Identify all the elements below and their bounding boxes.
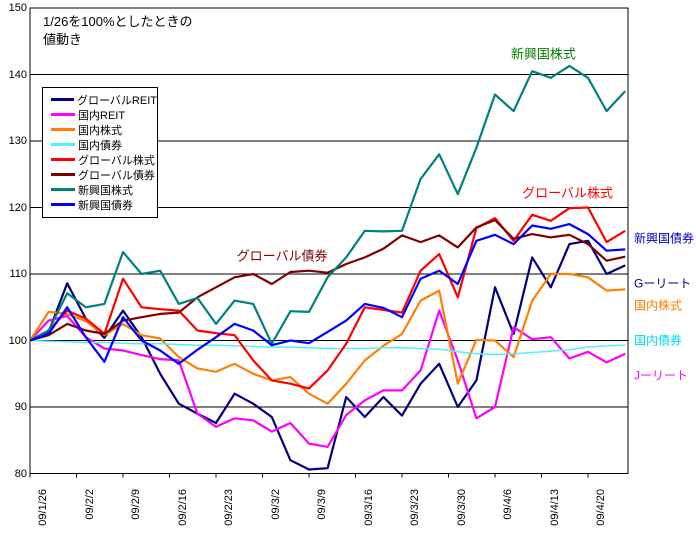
legend-item-国内株式: 国内株式: [51, 122, 157, 137]
legend-item-label: 国内株式: [78, 124, 122, 137]
series-line-グローバル株式: [29, 206, 626, 390]
legend-item-label: グローバル債券: [78, 169, 155, 182]
annotation-グローバル株式: グローバル株式: [522, 185, 613, 201]
series-line-国内債券: [29, 339, 626, 356]
x-tick-label-09/2/16: 09/2/16: [176, 489, 189, 526]
legend-item-新興国株式: 新興国株式: [51, 182, 157, 197]
right-label-国内株式: 国内株式: [634, 298, 683, 313]
legend-line-swatch: [51, 113, 75, 116]
x-tick-label-09/4/20: 09/4/20: [595, 489, 607, 526]
plot-border: [29, 7, 629, 474]
x-tick-label-09/3/2: 09/3/2: [269, 489, 282, 520]
x-tick-label-09/2/2: 09/2/2: [83, 489, 96, 520]
right-label-Jーリート: Jーリート: [634, 368, 689, 383]
legend-item-label: グローバル株式: [78, 154, 155, 167]
legend-item-国内債券: 国内債券: [51, 137, 157, 152]
legend-line-swatch: [51, 158, 75, 161]
y-tick-label-120: 120: [8, 201, 27, 214]
y-tick-label-90: 90: [14, 401, 27, 413]
legend-line-swatch: [51, 173, 75, 176]
series-line-国内REIT: [29, 309, 626, 448]
y-tick-label-100: 100: [8, 334, 27, 347]
legend-item-label: グローバルREIT: [77, 94, 157, 107]
right-label-Gーリート: Gーリート: [634, 276, 692, 291]
legend-item-国内REIT: 国内REIT: [51, 107, 157, 122]
legend-item-新興国債券: 新興国債券: [51, 197, 157, 212]
y-tick-label-110: 110: [9, 268, 27, 280]
x-tick-label-09/3/30: 09/3/30: [455, 489, 468, 526]
legend-line-swatch: [51, 143, 75, 146]
x-tick-label-09/4/6: 09/4/6: [502, 489, 514, 520]
y-tick-label-130: 130: [8, 135, 27, 147]
series-line-新興国債券: [29, 223, 626, 365]
y-tick-label-140: 140: [8, 68, 27, 81]
x-tick-label-09/1/26: 09/1/26: [37, 489, 49, 526]
legend-item-グローバル株式: グローバル株式: [51, 152, 157, 167]
legend-line-swatch: [51, 188, 75, 191]
right-label-新興国債券: 新興国債券: [634, 231, 695, 246]
x-tick-label-09/2/23: 09/2/23: [223, 489, 235, 526]
legend-item-label: 新興国債券: [78, 199, 133, 212]
x-tick-label-09/3/16: 09/3/16: [362, 489, 375, 526]
annotation-新興国株式: 新興国株式: [510, 46, 576, 62]
x-tick-label-09/2/9: 09/2/9: [130, 489, 142, 520]
x-tick-label-09/4/13: 09/4/13: [548, 489, 561, 526]
right-label-国内債券: 国内債券: [634, 333, 683, 348]
series-line-国内株式: [29, 272, 626, 405]
x-tick-label-09/3/23: 09/3/23: [409, 489, 421, 526]
annotation-グローバル債券: グローバル債券: [236, 248, 328, 264]
legend-item-label: 国内債券: [78, 139, 122, 152]
y-tick-label-150: 150: [8, 2, 27, 14]
series-line-新興国株式: [29, 64, 627, 345]
y-tick-label-80: 80: [14, 467, 27, 480]
legend-item-label: 新興国株式: [78, 184, 133, 197]
legend-line-swatch: [51, 203, 75, 206]
chart-title-line1: 1/26を100%としたときの: [43, 14, 193, 29]
legend-line-swatch: [51, 98, 75, 101]
chart-title-line2: 値動き: [43, 32, 83, 47]
legend-item-グローバルREIT: グローバルREIT: [51, 92, 157, 107]
legend-item-グローバル債券: グローバル債券: [51, 167, 157, 182]
legend-item-label: 国内REIT: [78, 109, 126, 122]
chart-title: 1/26を100%としたときの 値動き: [43, 13, 193, 49]
legend-line-swatch: [51, 128, 75, 131]
legend: グローバルREIT 国内REIT 国内株式国内債券グローバル株式 グローバル債券 新興国…: [42, 87, 158, 218]
series-line-グローバルREIT: [29, 239, 626, 471]
x-tick-label-09/3/9: 09/3/9: [316, 489, 328, 520]
series-line-グローバル債券: [29, 219, 626, 342]
